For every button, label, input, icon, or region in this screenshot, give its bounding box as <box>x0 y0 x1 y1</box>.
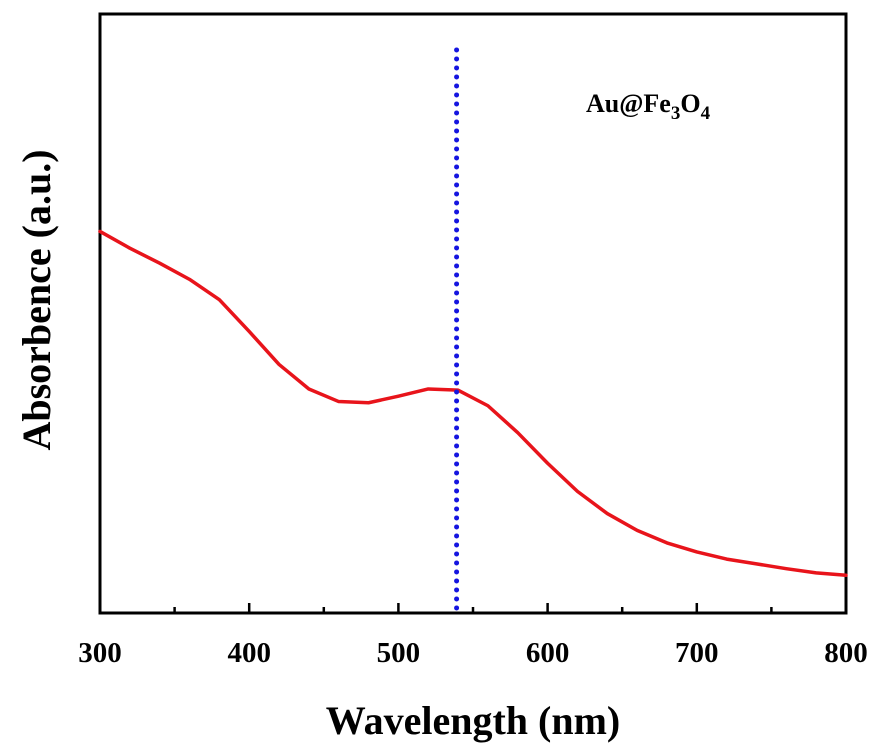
sample-annotation: Au@Fe3O4 <box>586 89 711 124</box>
x-tick-label: 800 <box>824 637 868 669</box>
x-axis-ticks <box>98 603 848 613</box>
x-tick-label: 500 <box>377 637 421 669</box>
x-tick-label: 600 <box>526 637 570 669</box>
x-axis-tick-labels: 300 400 500 600 700 800 <box>78 637 868 669</box>
plot-frame <box>98 12 848 615</box>
x-tick-label: 300 <box>78 637 122 669</box>
x-tick-label: 400 <box>227 637 271 669</box>
x-axis-title: Wavelength (nm) <box>326 698 620 743</box>
x-tick-label: 700 <box>675 637 719 669</box>
y-axis-title: Absorbence (a.u.) <box>14 149 59 450</box>
absorbance-curve <box>98 229 848 578</box>
